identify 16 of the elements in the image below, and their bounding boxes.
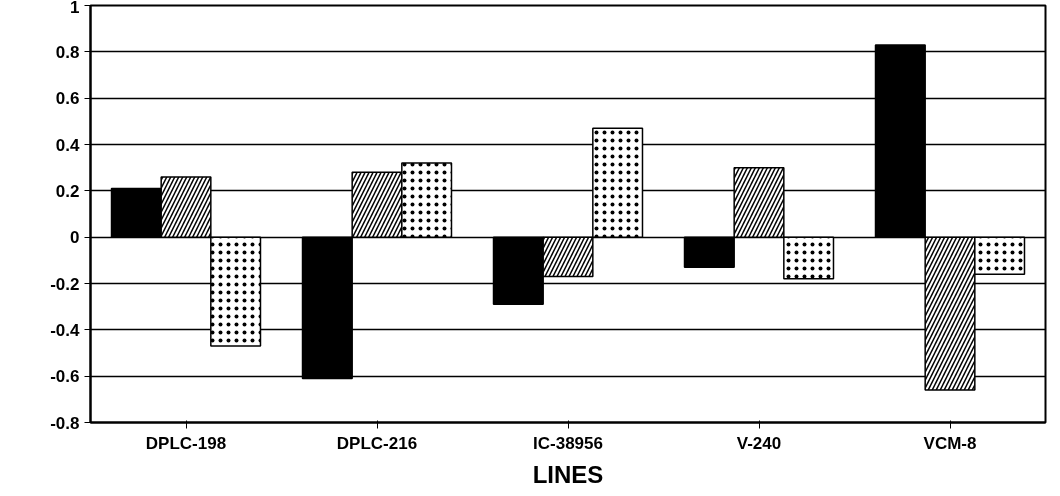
x-tick-label: V-240 <box>736 433 782 453</box>
y-tick-label: -0.4 <box>50 320 81 340</box>
y-tick-label: 1 <box>70 0 80 17</box>
x-tick-label: DPLC-216 <box>336 433 418 453</box>
y-tick-label: 0.6 <box>55 89 80 109</box>
x-tick-label: IC-38956 <box>533 433 603 453</box>
y-tick-label: -0.6 <box>50 367 80 387</box>
y-tick-label: 0 <box>70 228 80 248</box>
x-axis-title: LINES <box>532 460 604 488</box>
y-tick-label: 0.8 <box>55 42 80 62</box>
y-tick-label: -0.8 <box>50 413 80 433</box>
x-tick-label: DPLC-198 <box>145 433 227 453</box>
x-tick-label: VCM-8 <box>923 433 977 453</box>
y-tick-label: -0.2 <box>50 274 80 294</box>
y-tick-label: 0.4 <box>55 135 81 155</box>
y-tick-label: 0.2 <box>55 181 80 201</box>
